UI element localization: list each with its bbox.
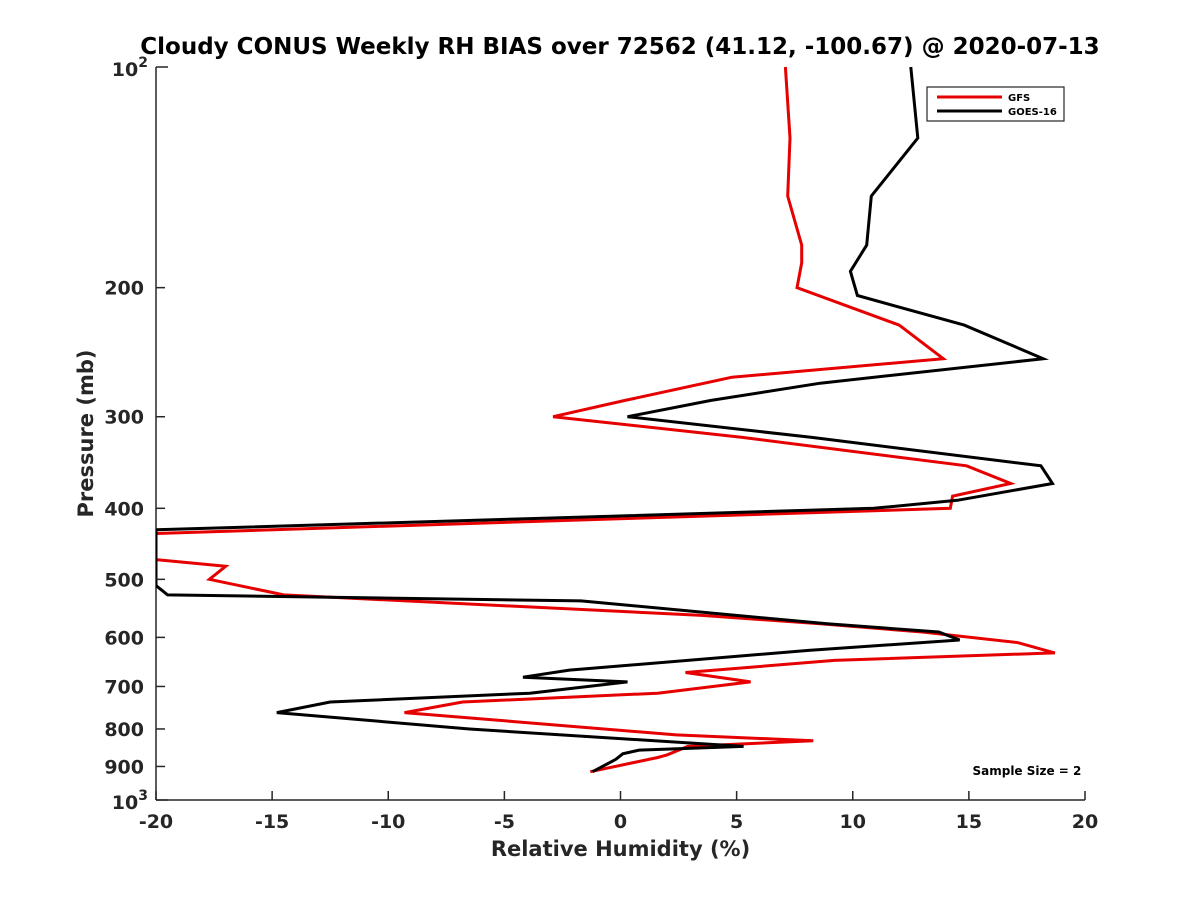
x-tick-label: -20 [139, 811, 173, 833]
y-decade-tick-label: 102 [112, 55, 148, 81]
y-tick-label: 200 [104, 278, 144, 300]
y-decade-tick-label: 103 [112, 788, 148, 814]
sample-size-annotation: Sample Size = 2 [972, 764, 1081, 778]
x-tick-label: 10 [840, 811, 866, 833]
series-layer [156, 66, 1056, 774]
plot-axes-frame [155, 67, 1085, 801]
legend: GFS GOES-16 [926, 86, 1065, 122]
x-tick-label: 20 [1072, 811, 1098, 833]
x-tick-label: -15 [255, 811, 289, 833]
legend-box [926, 86, 1065, 122]
legend-entry-label: GOES-16 [1008, 107, 1057, 118]
y-tick-label: 800 [104, 719, 144, 741]
y-tick-label: 900 [104, 756, 144, 778]
series-line-gfs [156, 66, 1056, 774]
y-tick-label: 400 [104, 498, 144, 520]
legend-entry-label: GFS [1008, 93, 1030, 104]
x-axis-ticks: -20 -15 -10 -5 0 5 10 15 20 [139, 791, 1098, 833]
chart-title: Cloudy CONUS Weekly RH BIAS over 72562 (… [140, 34, 1099, 60]
y-tick-label: 300 [104, 407, 144, 429]
y-tick-label: 700 [104, 676, 144, 698]
x-axis-label: Relative Humidity (%) [491, 837, 750, 861]
series-line-goes-16 [156, 66, 1056, 774]
x-tick-label: 15 [956, 811, 982, 833]
x-tick-label: -10 [371, 811, 405, 833]
x-tick-label: -5 [494, 811, 515, 833]
x-tick-label: 0 [614, 811, 627, 833]
y-tick-label: 500 [104, 569, 144, 591]
y-tick-label: 600 [104, 627, 144, 649]
annotations: Sample Size = 2 [972, 764, 1081, 778]
y-axis-ticks: 200 300 400 500 600 700 800 900 102 103 [104, 55, 168, 814]
y-axis-label: Pressure (mb) [74, 350, 98, 518]
x-tick-label: 5 [730, 811, 743, 833]
